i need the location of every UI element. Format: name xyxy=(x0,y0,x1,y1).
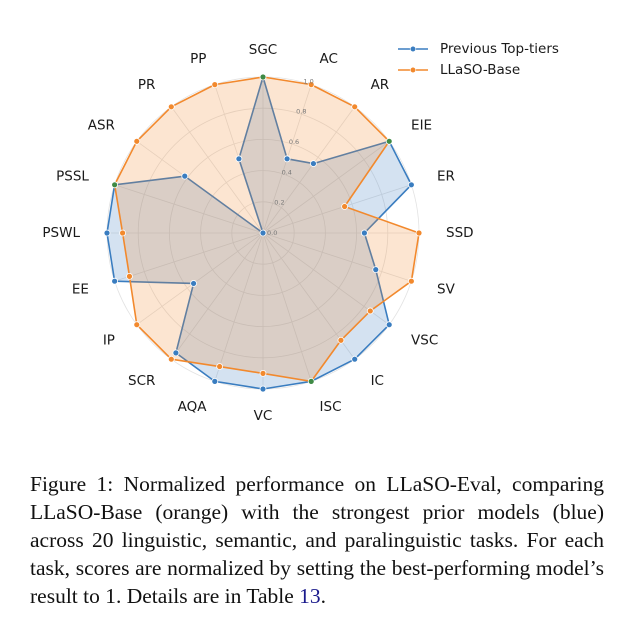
grid-spoke xyxy=(114,232,264,282)
series-1-marker xyxy=(337,336,345,344)
legend: Previous Top-tiers LLaSO-Base xyxy=(398,41,559,78)
grid-spoke xyxy=(136,232,264,326)
radial-tick-label: 0.0 xyxy=(267,229,277,237)
series-1-marker xyxy=(167,103,175,111)
series-0-marker xyxy=(181,172,189,180)
radial-tick-label: 0.4 xyxy=(282,168,292,176)
series-0-marker xyxy=(111,277,119,285)
axis-label-pr: PR xyxy=(138,77,156,93)
series-1-marker xyxy=(415,229,423,237)
series-1-marker xyxy=(351,103,359,111)
axis-label-scr: SCR xyxy=(128,373,155,389)
axis-label-pssl: PSSL xyxy=(56,168,89,184)
caption-suffix: . xyxy=(320,584,327,608)
axis-label-pswl: PSWL xyxy=(42,225,80,241)
series-0-marker xyxy=(259,385,267,393)
grid-spoke xyxy=(170,106,264,234)
axis-label-ar: AR xyxy=(371,77,390,93)
figure-caption: Figure 1: Normalized performance on LLaS… xyxy=(30,470,604,610)
series-0-marker xyxy=(103,229,111,237)
axis-label-sv: SV xyxy=(437,282,456,298)
radial-tick-label: 0.2 xyxy=(274,199,284,207)
grid-spoke xyxy=(262,232,312,382)
axis-label-pp: PP xyxy=(190,51,206,67)
grid-spoke xyxy=(262,106,356,234)
series-1-marker xyxy=(307,81,315,89)
shared-marker xyxy=(259,73,267,81)
shared-marker xyxy=(111,181,119,189)
caption-text: Figure 1: Normalized performance on LLaS… xyxy=(30,472,604,608)
table-ref-link[interactable]: 13 xyxy=(299,584,321,608)
radial-tick-label: 0.6 xyxy=(289,138,299,146)
series-1-marker xyxy=(167,355,175,363)
series-0-marker xyxy=(235,155,243,163)
legend-marker-1 xyxy=(409,66,417,74)
shared-marker xyxy=(385,137,393,145)
axis-label-eie: EIE xyxy=(411,117,432,133)
grid-spoke xyxy=(262,184,412,234)
grid-spoke xyxy=(262,140,390,234)
series-1-marker xyxy=(366,307,374,315)
series-0-marker xyxy=(360,229,368,237)
legend-label-1: LLaSO-Base xyxy=(440,62,520,78)
series-1-marker xyxy=(133,137,141,145)
series-0-marker xyxy=(351,355,359,363)
series-1-marker xyxy=(119,229,126,237)
axis-label-ip: IP xyxy=(103,333,115,349)
series-1-marker xyxy=(133,321,141,329)
series-0-marker xyxy=(283,155,291,163)
series-1-marker xyxy=(211,81,219,89)
axis-label-ssd: SSD xyxy=(446,225,474,241)
shared-marker xyxy=(307,377,315,385)
series-0-marker xyxy=(372,266,380,274)
axis-labels: SGC AC AR EIE ER SSD SV VSC IC ISC VC AQA SCR IP EE PSW… xyxy=(42,42,473,424)
series-0-marker xyxy=(310,160,317,167)
axis-label-ee: EE xyxy=(72,282,89,298)
grid-spoke xyxy=(214,232,264,382)
grid-spoke xyxy=(262,232,412,282)
grid-spoke xyxy=(114,184,264,234)
radial-tick-label: 1.0 xyxy=(303,77,313,85)
radar-chart: SGC AC AR EIE ER SSD SV VSC IC ISC VC AQA SCR IP EE PSW… xyxy=(42,41,559,424)
series-0-marker xyxy=(407,181,415,189)
series-1-marker xyxy=(407,277,415,285)
axis-label-er: ER xyxy=(437,168,455,184)
axis-label-asr: ASR xyxy=(88,117,115,133)
radial-tick-label: 0.8 xyxy=(296,108,306,116)
axis-label-isc: ISC xyxy=(320,399,342,415)
radial-ticks: 0.0 0.2 0.4 0.6 0.8 1.0 xyxy=(267,77,314,237)
series-0-marker xyxy=(172,349,180,357)
axis-label-ic: IC xyxy=(371,373,384,389)
series-0-marker xyxy=(385,321,393,329)
axis-label-aqa: AQA xyxy=(178,399,208,415)
radar-series xyxy=(103,73,423,393)
legend-label-0: Previous Top-tiers xyxy=(440,41,559,57)
axis-label-sgc: SGC xyxy=(249,42,277,58)
axis-label-vc: VC xyxy=(254,408,273,424)
series-1-marker xyxy=(259,369,267,377)
series-0-marker xyxy=(211,377,219,385)
series-1-marker xyxy=(341,203,349,210)
series-1-marker xyxy=(216,363,224,370)
legend-marker-0 xyxy=(409,45,417,53)
grid-spoke xyxy=(170,232,264,360)
series-0-marker xyxy=(259,229,267,237)
series-0-marker xyxy=(190,280,197,287)
axis-label-ac: AC xyxy=(320,51,338,67)
axis-label-vsc: VSC xyxy=(411,333,438,349)
series-1-marker xyxy=(126,272,133,280)
